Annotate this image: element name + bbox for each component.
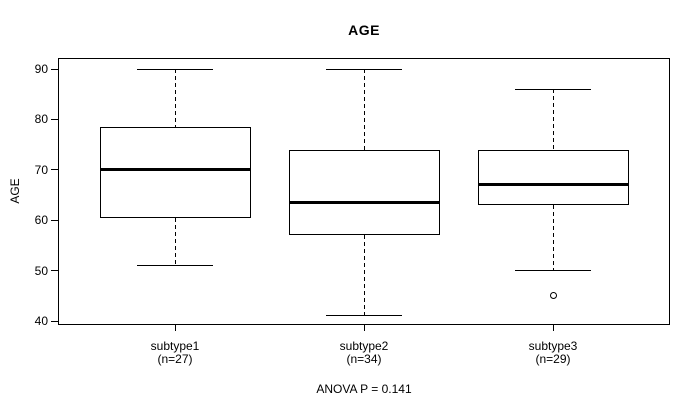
group-count: (n=27) bbox=[157, 352, 193, 366]
upper-whisker bbox=[552, 89, 554, 150]
y-tick-mark bbox=[51, 270, 58, 272]
median-line bbox=[477, 183, 629, 187]
chart-title: AGE bbox=[348, 22, 380, 38]
x-tick-label-subtype3: subtype3 (n=29) bbox=[483, 340, 623, 366]
y-tick-mark bbox=[51, 320, 58, 322]
group-count: (n=34) bbox=[346, 352, 382, 366]
iqr-box-subtype2 bbox=[288, 149, 440, 236]
y-tick-label: 80 bbox=[34, 112, 48, 127]
upper-whisker bbox=[174, 69, 176, 127]
median-line bbox=[99, 168, 251, 172]
x-tick-mark bbox=[363, 324, 365, 331]
lower-whisker-cap bbox=[515, 270, 591, 272]
median-line bbox=[288, 201, 440, 205]
group-name: subtype1 bbox=[150, 339, 200, 353]
lower-whisker bbox=[174, 217, 176, 266]
upper-whisker bbox=[363, 69, 365, 150]
lower-whisker-cap bbox=[326, 315, 402, 317]
x-tick-mark bbox=[174, 324, 176, 331]
upper-whisker-cap bbox=[326, 68, 402, 70]
y-tick-label: 40 bbox=[34, 314, 48, 328]
y-tick-label: 90 bbox=[34, 62, 48, 76]
lower-whisker bbox=[552, 205, 554, 271]
iqr-box-subtype3 bbox=[477, 149, 629, 206]
anova-footnote: ANOVA P = 0.141 bbox=[316, 382, 412, 396]
y-tick-label: 70 bbox=[34, 162, 48, 177]
y-tick-mark bbox=[51, 169, 58, 171]
x-tick-label-subtype2: subtype2 (n=34) bbox=[294, 340, 434, 366]
x-tick-mark bbox=[552, 324, 554, 331]
y-tick-label: 60 bbox=[34, 213, 48, 228]
upper-whisker-cap bbox=[515, 88, 591, 90]
x-tick-label-subtype1: subtype1 (n=27) bbox=[105, 340, 245, 366]
y-tick-mark bbox=[51, 68, 58, 70]
upper-whisker-cap bbox=[137, 68, 213, 70]
y-tick-mark bbox=[51, 118, 58, 120]
group-name: subtype2 bbox=[339, 339, 389, 353]
y-tick-mark bbox=[51, 219, 58, 221]
iqr-box-subtype1 bbox=[99, 126, 251, 218]
group-name: subtype3 bbox=[528, 339, 578, 353]
y-axis-label: AGE bbox=[8, 178, 22, 204]
group-count: (n=29) bbox=[535, 352, 571, 366]
lower-whisker-cap bbox=[137, 265, 213, 267]
y-tick-label: 50 bbox=[34, 263, 48, 278]
lower-whisker bbox=[363, 235, 365, 316]
outlier-point bbox=[549, 292, 557, 300]
